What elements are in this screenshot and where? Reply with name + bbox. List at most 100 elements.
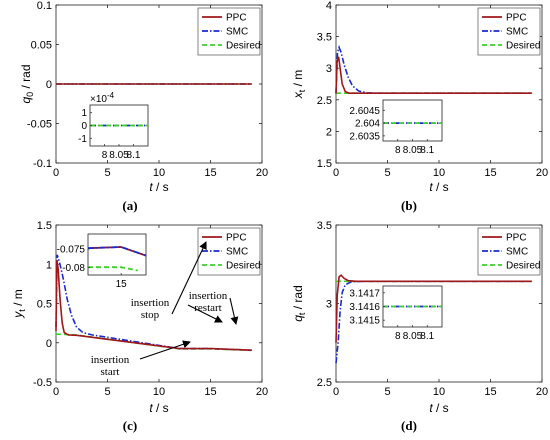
x-axis-label-unit: / s: [153, 180, 169, 194]
x-tick-label: 0: [333, 386, 339, 398]
x-axis-label: t / s: [149, 401, 168, 415]
inset-series-desired: [88, 266, 138, 272]
y-tick-label: 3: [326, 299, 332, 311]
y-tick-label: 0.1: [37, 0, 52, 12]
inset-y-tick-label: 3.1415: [349, 316, 380, 327]
panel-caption: (d): [401, 418, 417, 433]
y-axis-label-subscript: t: [297, 89, 307, 92]
inset-y-tick-label: -1: [78, 134, 87, 145]
annotation-text: start: [101, 366, 120, 378]
inset-x-tick-label: 8.1: [127, 150, 141, 161]
y-axis-label-unit: / rad: [19, 64, 33, 91]
inset-a: 8 8.058.1 1 0 -1 ×10-4: [78, 91, 149, 161]
x-tick-label: 5: [104, 386, 110, 398]
y-tick-label: 2.5: [317, 377, 332, 389]
y-tick-label: 2: [326, 126, 332, 138]
inset-x-tick-label: 8.05: [109, 150, 129, 161]
x-tick-label: 15: [484, 167, 496, 179]
y-tick-label: -0.5: [33, 377, 52, 389]
x-axis-label-unit: / s: [433, 401, 449, 415]
annotation-text: stop: [141, 309, 160, 321]
panel-caption: (a): [122, 198, 137, 213]
y-axis-label-unit: / m: [291, 70, 305, 90]
legend-box: [197, 7, 261, 56]
inset-x-tick-label: 8: [395, 145, 401, 156]
y-axis-label-subscript: t: [17, 309, 27, 312]
inset-y-tick-label: -0.08: [62, 263, 85, 274]
x-tick-label: 15: [204, 386, 216, 398]
legend-label: PPC: [226, 13, 247, 24]
series-line-ppc: [335, 56, 532, 94]
x-axis-label-symbol: t: [429, 401, 433, 415]
legend-label: PPC: [506, 13, 527, 24]
y-axis-label-symbol: x: [291, 91, 305, 99]
legend-label: Desired: [506, 41, 540, 52]
annotation-text: insertion: [91, 354, 130, 366]
y-tick-label: 0.05: [31, 40, 52, 52]
inset-d: 8 8.058.1 3.1417 3.1416 3.1415: [349, 285, 443, 342]
inset-y-tick-label: 3.1416: [349, 302, 380, 313]
x-tick-label: 0: [53, 167, 59, 179]
legend-label: PPC: [506, 233, 527, 244]
x-tick-label: 0: [333, 167, 339, 179]
series-line-ppc: [335, 274, 532, 343]
x-tick-label: 10: [433, 167, 445, 179]
inset-series-smc: [87, 246, 147, 257]
x-axis-label: t / s: [429, 180, 448, 194]
inset-y-tick-label: 0: [81, 121, 87, 132]
legend-label: Desired: [506, 261, 540, 272]
legend-label: Desired: [226, 41, 260, 52]
inset-exponent-base: ×10: [90, 94, 107, 105]
y-axis-label: q0 / rad: [19, 64, 35, 103]
inset-x-tick-label: 8.05: [403, 145, 423, 156]
annotation-arrow: [139, 340, 191, 360]
y-axis-label-subscript: t: [297, 312, 307, 315]
y-axis-label: qt / rad: [291, 285, 307, 322]
x-tick-label: 15: [484, 386, 496, 398]
y-axis-label-symbol: y: [11, 311, 25, 319]
inset-plot-area: [87, 233, 147, 276]
annotation-arrow: [171, 241, 207, 315]
legend-box: [197, 227, 261, 276]
panel-caption: (c): [123, 418, 137, 433]
inset-exponent-power: -4: [107, 91, 115, 100]
x-axis-label-symbol: t: [149, 180, 153, 194]
x-tick-label: 10: [153, 386, 165, 398]
annotation-text: restart: [194, 302, 221, 314]
x-tick-label: 10: [433, 386, 445, 398]
annotation-arrow: [229, 297, 239, 325]
x-tick-label: 5: [384, 167, 390, 179]
y-tick-label: 1: [46, 259, 52, 271]
x-axis-label-symbol: t: [149, 401, 153, 415]
annotation-text: insertion: [131, 297, 170, 309]
y-axis-label-subscript: 0: [25, 92, 35, 97]
y-axis-label-symbol: q: [291, 315, 305, 322]
y-tick-label: 3.5: [317, 220, 332, 232]
inset-x-tick-label: 8: [102, 150, 108, 161]
y-tick-label: 2.5: [317, 95, 332, 107]
y-tick-label: 3.5: [317, 32, 332, 44]
inset-y-tick-label: 2.6035: [349, 131, 380, 142]
inset-x-tick-label: 15: [116, 279, 128, 290]
y-tick-label: 3: [326, 63, 332, 75]
legend-label: SMC: [506, 247, 528, 258]
x-tick-label: 20: [256, 386, 268, 398]
y-axis-label-unit: / rad: [291, 285, 305, 312]
y-axis-label: xt / m: [291, 70, 307, 100]
legend-label: SMC: [506, 27, 528, 38]
x-tick-label: 0: [53, 386, 59, 398]
x-tick-label: 5: [104, 167, 110, 179]
x-tick-label: 15: [204, 167, 216, 179]
inset-plot-area: [382, 99, 443, 142]
legend-label: PPC: [226, 233, 247, 244]
inset-c: 15 -0.075 -0.08: [57, 233, 147, 290]
x-tick-label: 20: [536, 167, 548, 179]
inset-x-tick-label: 8: [395, 331, 401, 342]
x-axis-label-unit: / s: [153, 401, 169, 415]
x-tick-label: 20: [536, 386, 548, 398]
panel-caption: (b): [401, 198, 417, 213]
inset-exponent: ×10-4: [90, 91, 115, 105]
y-tick-label: -0.05: [27, 119, 52, 131]
